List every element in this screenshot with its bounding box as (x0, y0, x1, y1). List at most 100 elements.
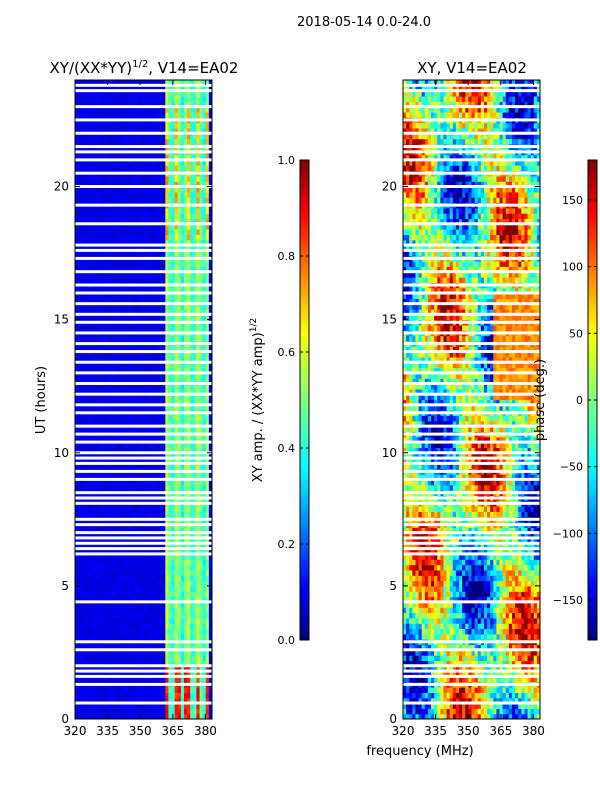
heatmap-cell (159, 293, 163, 299)
heatmap-cell (121, 596, 126, 603)
heatmap-cell (84, 548, 89, 555)
heatmap-cell (131, 607, 135, 614)
heatmap-cell (121, 261, 126, 267)
heatmap-cell (149, 511, 154, 518)
heatmap-cell (187, 548, 191, 555)
heatmap-cell (87, 415, 92, 422)
heatmap-cell (180, 474, 185, 480)
heatmap-cell (131, 213, 135, 220)
heatmap-cell (84, 308, 89, 315)
heatmap-cell (78, 308, 82, 315)
heatmap-cell (99, 378, 104, 385)
heatmap-cell (155, 239, 160, 246)
heatmap-cell (165, 671, 170, 677)
heatmap-cell (84, 671, 89, 677)
heatmap-cell (124, 223, 129, 230)
heatmap-cell (199, 271, 204, 278)
heatmap-cell (140, 154, 145, 161)
heatmap-cell (106, 569, 110, 576)
heatmap-cell (146, 633, 151, 640)
heatmap-cell (90, 607, 95, 614)
heatmap-cell (90, 665, 95, 672)
heatmap-cell (131, 266, 135, 273)
heatmap-cell (78, 426, 82, 433)
heatmap-cell (196, 537, 201, 544)
heatmap-cell (180, 420, 185, 427)
heatmap-cell (152, 532, 157, 539)
heatmap-cell (140, 623, 145, 630)
heatmap-cell (146, 250, 151, 257)
heatmap-cell (87, 287, 92, 294)
heatmap-cell (190, 159, 194, 166)
heatmap-cell (99, 575, 104, 582)
heatmap-cell (165, 458, 170, 464)
heatmap-cell (84, 293, 89, 299)
heatmap-cell (159, 463, 163, 470)
heatmap-cell (115, 569, 120, 576)
heatmap-cell (87, 404, 92, 411)
heatmap-cell (93, 703, 98, 709)
heatmap-cell (196, 585, 201, 592)
heatmap-cell (180, 415, 185, 422)
heatmap-cell (177, 713, 182, 719)
heatmap-cell (118, 303, 123, 310)
heatmap-cell (106, 692, 110, 699)
heatmap-cell (96, 442, 101, 449)
heatmap-cell (205, 138, 210, 145)
heatmap-cell (93, 644, 98, 651)
heatmap-cell (155, 314, 160, 321)
heatmap-cell (155, 383, 160, 390)
heatmap-cell (205, 122, 210, 129)
heatmap-cell (115, 218, 120, 225)
heatmap-cell (127, 234, 132, 241)
heatmap-cell (140, 298, 145, 305)
heatmap-cell (143, 660, 148, 667)
heatmap-cell (177, 239, 182, 246)
heatmap-cell (199, 458, 204, 464)
heatmap-cell (183, 511, 188, 518)
heatmap-cell (180, 399, 185, 406)
heatmap-cell (171, 277, 176, 283)
heatmap-cell (171, 191, 176, 198)
heatmap-cell (75, 394, 79, 401)
heatmap-cell (140, 703, 145, 709)
heatmap-cell (106, 165, 110, 172)
heatmap-cell (187, 591, 191, 598)
heatmap-cell (134, 314, 138, 321)
heatmap-cell (183, 655, 188, 662)
heatmap-cell (115, 697, 120, 704)
heatmap-cell (127, 223, 132, 230)
heatmap-cell (187, 644, 191, 651)
heatmap-cell (81, 245, 85, 251)
heatmap-cell (208, 447, 212, 454)
heatmap-cell (143, 394, 148, 401)
heatmap-cell (131, 356, 135, 363)
heatmap-cell (159, 532, 163, 539)
heatmap-cell (109, 660, 113, 667)
heatmap-cell (87, 191, 92, 198)
heatmap-cell (180, 649, 185, 656)
heatmap-cell (183, 649, 188, 656)
heatmap-cell (183, 537, 188, 544)
heatmap-cell (196, 293, 201, 299)
heatmap-cell (106, 703, 110, 709)
heatmap-cell (118, 655, 123, 662)
heatmap-cell (90, 404, 95, 411)
heatmap-cell (75, 703, 79, 709)
heatmap-cell (90, 372, 95, 379)
heatmap-cell (165, 346, 170, 353)
heatmap-cell (131, 372, 135, 379)
heatmap-cell (118, 575, 123, 582)
heatmap-cell (183, 426, 188, 433)
heatmap-cell (205, 601, 210, 608)
heatmap-cell (109, 207, 113, 214)
heatmap-cell (87, 335, 92, 342)
heatmap-cell (196, 436, 201, 443)
heatmap-cell (143, 383, 148, 390)
heatmap-cell (115, 266, 120, 273)
heatmap-cell (103, 479, 107, 486)
heatmap-cell (112, 601, 117, 608)
heatmap-cell (187, 165, 191, 172)
heatmap-cell (112, 239, 117, 246)
heatmap-cell (99, 426, 104, 433)
